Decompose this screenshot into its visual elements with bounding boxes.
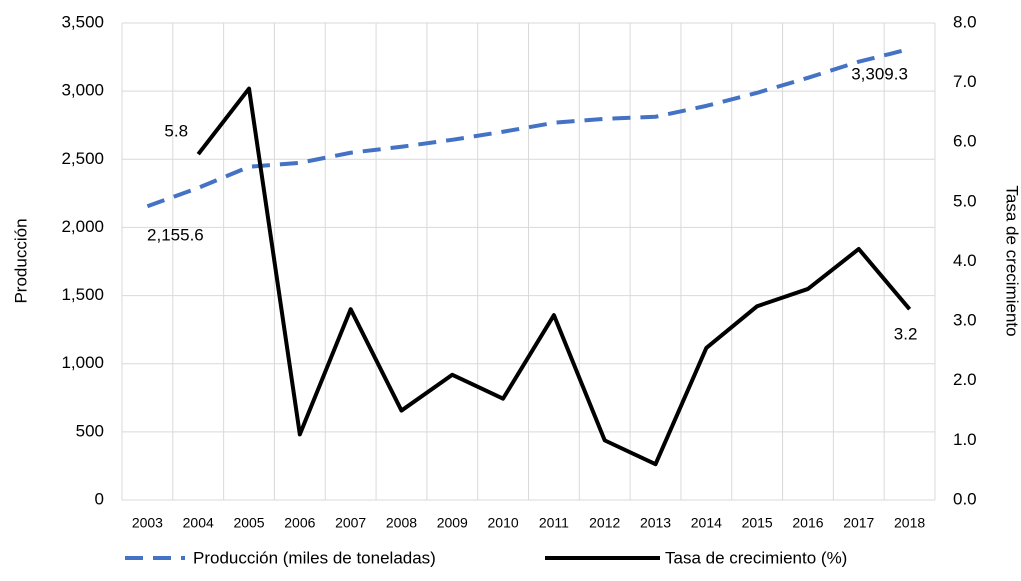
y2-axis-label: Tasa de crecimiento [1003, 185, 1021, 336]
y2-tick-label: 0.0 [953, 489, 977, 508]
y2-tick-label: 8.0 [953, 12, 977, 31]
y-tick-label: 1,500 [61, 285, 104, 304]
data-label: 2,155.6 [147, 226, 204, 245]
y-tick-label: 1,000 [61, 353, 104, 372]
x-tick-label: 2012 [589, 515, 620, 531]
y-tick-label: 0 [95, 489, 104, 508]
y2-tick-label: 2.0 [953, 370, 977, 389]
y2-tick-label: 5.0 [953, 191, 977, 210]
y-tick-label: 500 [76, 421, 104, 440]
series-line [196, 86, 912, 467]
x-tick-label: 2009 [437, 515, 468, 531]
x-tick-label: 2007 [335, 515, 366, 531]
x-tick-label: 2011 [539, 515, 569, 531]
x-tick-label: 2018 [894, 515, 925, 531]
y-tick-label: 3,500 [61, 12, 104, 31]
y2-tick-label: 4.0 [953, 251, 977, 270]
y2-tick-label: 3.0 [953, 311, 977, 330]
x-tick-label: 2008 [386, 515, 417, 531]
x-tick-label: 2010 [488, 515, 519, 531]
x-tick-label: 2013 [640, 515, 671, 531]
y-tick-label: 2,500 [61, 149, 104, 168]
data-label: 3,309.3 [851, 64, 908, 83]
x-tick-label: 2003 [132, 515, 163, 531]
x-tick-label: 2005 [233, 515, 264, 531]
y2-tick-label: 1.0 [953, 430, 977, 449]
series-line [146, 47, 911, 209]
data-label: 5.8 [164, 122, 188, 141]
data-label: 3.2 [894, 325, 918, 344]
y-tick-label: 2,000 [61, 217, 104, 236]
legend-label: Producción (miles de toneladas) [193, 548, 436, 567]
x-tick-label: 2004 [183, 515, 214, 531]
legend-label: Tasa de crecimiento (%) [665, 548, 847, 567]
y-axis-label: Producción [11, 218, 30, 303]
x-tick-label: 2015 [742, 515, 773, 531]
x-tick-label: 2014 [691, 515, 722, 531]
y2-tick-label: 6.0 [953, 132, 977, 151]
x-tick-label: 2016 [792, 515, 823, 531]
x-tick-label: 2006 [284, 515, 315, 531]
y2-tick-label: 7.0 [953, 72, 977, 91]
x-tick-label: 2017 [843, 515, 874, 531]
y-tick-label: 3,000 [61, 81, 104, 100]
